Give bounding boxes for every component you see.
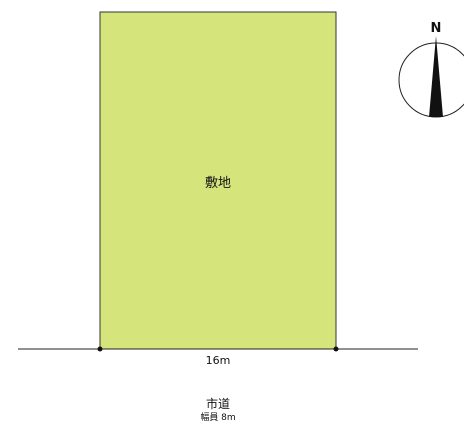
road-name: 市道 (205, 397, 230, 411)
site-label: 敷地 (204, 176, 231, 191)
north-label: N (430, 21, 442, 36)
frontage-dimension: 16m (205, 354, 231, 367)
north-arrow-icon (398, 36, 464, 118)
lot-corner-right (333, 346, 339, 352)
road-width: 幅員 8m (200, 413, 236, 423)
lot-corner-left (97, 346, 103, 352)
site-lot (99, 11, 337, 350)
north-arrow-needle (429, 36, 443, 117)
